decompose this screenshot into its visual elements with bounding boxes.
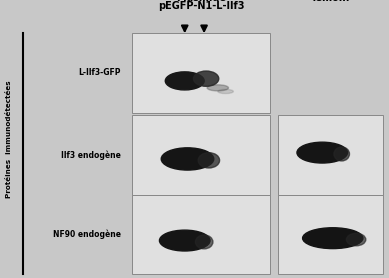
Bar — [132, 195, 270, 274]
Ellipse shape — [303, 228, 363, 249]
Text: Témoin: Témoin — [311, 0, 350, 3]
Ellipse shape — [165, 72, 204, 90]
Ellipse shape — [198, 153, 219, 168]
Bar — [278, 195, 383, 274]
Ellipse shape — [334, 147, 349, 161]
Ellipse shape — [193, 71, 219, 86]
Bar — [132, 33, 270, 113]
Text: Protéines  immunodétectées: Protéines immunodétectées — [5, 80, 12, 198]
Ellipse shape — [159, 230, 210, 251]
Text: pEGFP-N1-L-Ilf3: pEGFP-N1-L-Ilf3 — [158, 1, 245, 11]
Ellipse shape — [346, 233, 366, 246]
Bar — [132, 115, 270, 195]
Text: L-Ilf3-GFP: L-Ilf3-GFP — [78, 68, 121, 78]
Bar — [278, 33, 383, 113]
Ellipse shape — [207, 85, 228, 91]
Ellipse shape — [195, 235, 213, 249]
Text: NF90 endogène: NF90 endogène — [53, 229, 121, 239]
Text: Ilf3 endogène: Ilf3 endogène — [61, 150, 121, 160]
Ellipse shape — [161, 148, 214, 170]
Ellipse shape — [297, 142, 347, 163]
Ellipse shape — [218, 89, 233, 93]
Bar — [278, 115, 383, 195]
Text: Plasmide: Plasmide — [176, 0, 226, 3]
